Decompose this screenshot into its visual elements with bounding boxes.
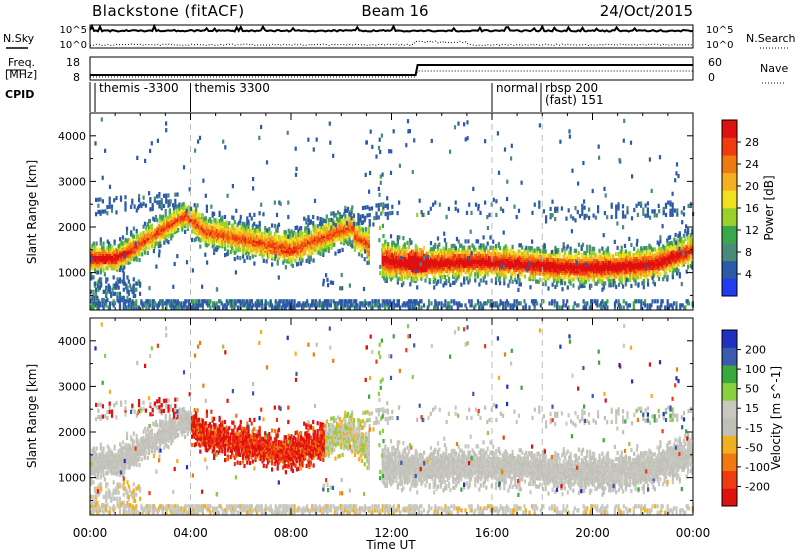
time-tick-label: 16:00 <box>475 526 510 540</box>
time-tick-label: 04:00 <box>173 526 208 540</box>
power-colorbar: 28 24 20 16 12 8 4 Power [dB] <box>722 120 776 296</box>
y-tick-label: 3000 <box>58 380 86 393</box>
colorbar-tick-label: 100 <box>745 363 766 376</box>
noise-search-line <box>90 41 693 46</box>
beam-title: Beam 16 <box>361 2 428 20</box>
velocity-ylabel: Slant Range [km] <box>25 364 39 468</box>
cpid-label: CPID <box>5 88 34 101</box>
cpid-program-label: themis 3300 <box>195 81 270 95</box>
noise-left-tick-top: 10^5 <box>60 25 87 36</box>
freq-right-tick-bottom: 0 <box>708 71 715 84</box>
colorbar-tick-label: -100 <box>745 461 770 474</box>
velocity-colorbar-label: Velocity [m s^-1] <box>769 366 783 470</box>
noise-right-tick-bottom: 10^0 <box>706 40 733 51</box>
y-tick-label: 3000 <box>58 175 86 188</box>
noise-right-tick-top: 10^5 <box>706 25 733 36</box>
colorbar-tick-label: 200 <box>745 344 766 357</box>
noise-sky-label: N.Sky <box>3 32 35 45</box>
power-ylabel: Slant Range [km] <box>25 160 39 264</box>
date-title: 24/Oct/2015 <box>600 2 693 20</box>
y-tick-label: 2000 <box>58 426 86 439</box>
noise-left-tick-bottom: 10^0 <box>60 40 87 51</box>
freq-right-tick-top: 60 <box>708 56 722 69</box>
time-tick-label: 20:00 <box>575 526 610 540</box>
colorbar-tick-label: 28 <box>745 136 759 149</box>
colorbar-tick-label: 15 <box>745 402 759 415</box>
noise-search-label: N.Search <box>746 32 796 45</box>
time-axis-label: Time UT <box>365 538 416 552</box>
y-tick-label: 1000 <box>58 267 86 280</box>
colorbar-tick-label: 12 <box>745 224 759 237</box>
colorbar-tick-label: -200 <box>745 480 770 493</box>
colorbar-tick-label: 16 <box>745 202 759 215</box>
y-tick-label: 4000 <box>58 130 86 143</box>
noise-sky-line <box>90 26 693 31</box>
velocity-colorbar: 200 100 50 15 -15 -50 -100 -200 Velocity [m s^-… <box>722 330 783 506</box>
colorbar-tick-label: -15 <box>745 422 763 435</box>
time-tick-label: 00:00 <box>73 526 108 540</box>
time-tick-label: 00:00 <box>676 526 711 540</box>
colorbar-tick-label: 4 <box>745 268 752 281</box>
station-title: Blackstone (fitACF) <box>92 2 245 20</box>
colorbar-tick-label: 20 <box>745 180 759 193</box>
y-tick-label: 2000 <box>58 221 86 234</box>
cpid-program-label: (fast) 151 <box>545 93 604 107</box>
nave-label: Nave <box>760 62 788 75</box>
colorbar-tick-label: 50 <box>745 383 759 396</box>
cpid-program-label: themis -3300 <box>99 81 179 95</box>
freq-line <box>90 65 693 75</box>
colorbar-tick-label: 24 <box>745 158 759 171</box>
colorbar-tick-label: 8 <box>745 246 752 259</box>
y-tick-label: 4000 <box>58 335 86 348</box>
colorbar-tick-label: -50 <box>745 441 763 454</box>
cpid-program-label: normal <box>496 81 538 95</box>
freq-left-tick-top: 18 <box>66 56 80 69</box>
velocity-panel: 1000 2000 3000 4000 Slant Range [km] <box>25 318 694 515</box>
time-tick-label: 08:00 <box>274 526 309 540</box>
freq-left-tick-bottom: 8 <box>73 71 80 84</box>
power-colorbar-label: Power [dB] <box>762 175 776 240</box>
y-tick-label: 1000 <box>58 472 86 485</box>
power-panel: 1000 2000 3000 4000 Slant Range [km] <box>25 113 694 310</box>
